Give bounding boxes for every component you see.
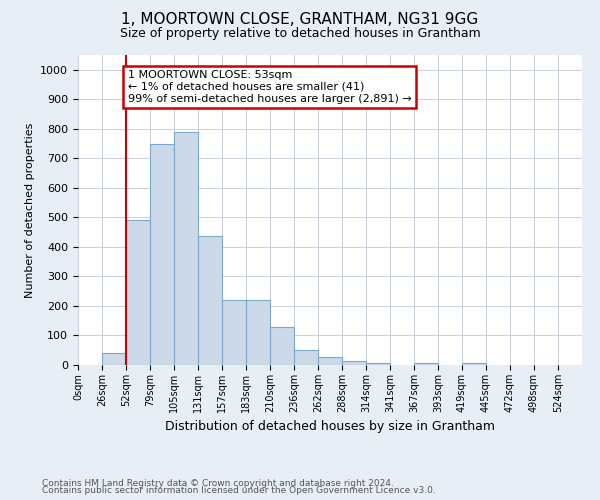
Bar: [198, 236, 222, 365]
Bar: [318, 356, 342, 365]
Bar: [102, 353, 126, 365]
Bar: [414, 363, 438, 365]
Bar: [270, 327, 294, 365]
Bar: [222, 300, 246, 365]
Text: Size of property relative to detached houses in Grantham: Size of property relative to detached ho…: [119, 28, 481, 40]
X-axis label: Distribution of detached houses by size in Grantham: Distribution of detached houses by size …: [165, 420, 495, 434]
Text: Contains HM Land Registry data © Crown copyright and database right 2024.: Contains HM Land Registry data © Crown c…: [42, 478, 394, 488]
Bar: [174, 132, 198, 365]
Bar: [462, 363, 486, 365]
Bar: [150, 144, 174, 365]
Bar: [126, 220, 150, 365]
Bar: [342, 362, 366, 365]
Text: Contains public sector information licensed under the Open Government Licence v3: Contains public sector information licen…: [42, 486, 436, 495]
Text: 1, MOORTOWN CLOSE, GRANTHAM, NG31 9GG: 1, MOORTOWN CLOSE, GRANTHAM, NG31 9GG: [121, 12, 479, 28]
Text: 1 MOORTOWN CLOSE: 53sqm
← 1% of detached houses are smaller (41)
99% of semi-det: 1 MOORTOWN CLOSE: 53sqm ← 1% of detached…: [128, 70, 412, 104]
Bar: [246, 300, 270, 365]
Y-axis label: Number of detached properties: Number of detached properties: [25, 122, 35, 298]
Bar: [294, 350, 318, 365]
Bar: [366, 362, 390, 365]
